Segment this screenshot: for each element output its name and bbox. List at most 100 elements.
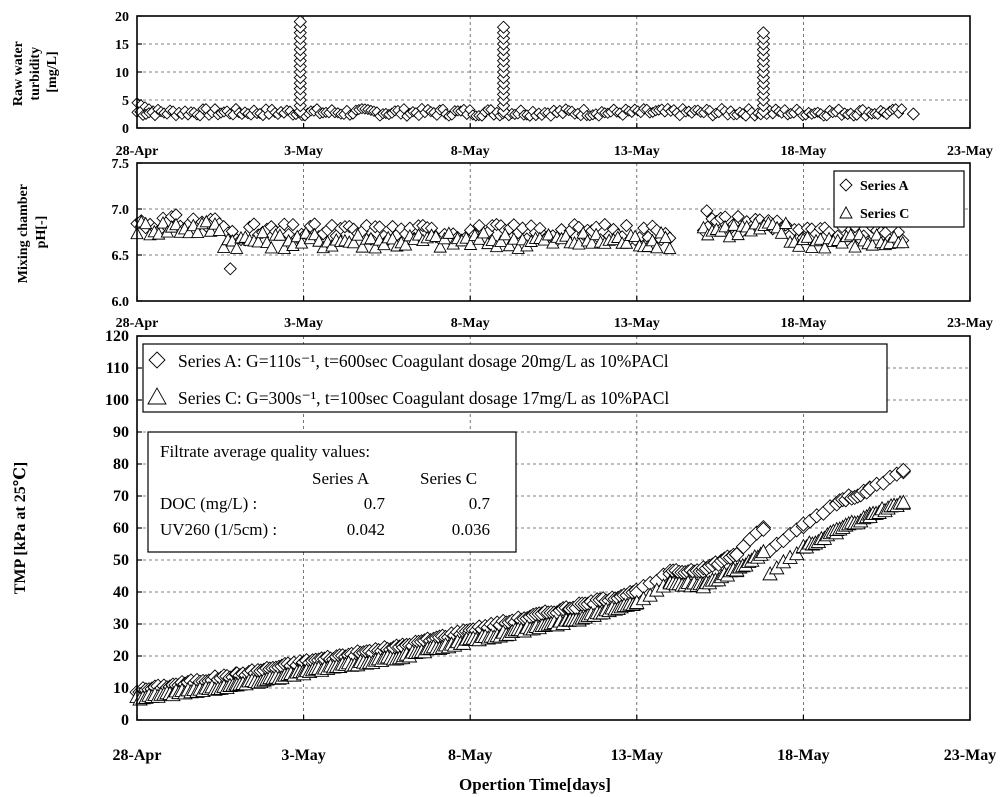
tmp-legend: Series A: G=110s⁻¹, t=600sec Coagulant d… <box>142 343 888 413</box>
y-tick-label: 40 <box>113 584 129 601</box>
legend-diamond-marker <box>839 178 853 192</box>
quality-row-a: 0.7 <box>364 494 386 513</box>
turbidity-point <box>896 103 908 115</box>
x-tick-label: 18-May <box>780 144 826 159</box>
ph-point-series-c <box>476 225 491 239</box>
x-tick-label: 13-May <box>614 316 660 331</box>
ph-legend-series-a: Series A <box>860 179 909 194</box>
x-tick-label: 8-May <box>448 747 492 764</box>
quality-row-c: 0.036 <box>452 520 490 539</box>
y-tick-label: 15 <box>115 38 129 53</box>
tmp-panel: 28-Apr 3-May 8-May 13-May 18-May 23-May 0 10 20 3… <box>12 328 996 794</box>
ph-marks <box>130 204 910 276</box>
y-tick-label: 90 <box>113 424 129 441</box>
ph-legend: Series A Series C <box>833 170 965 228</box>
ph-point-series-c <box>216 240 231 253</box>
ph-point-series-c <box>199 214 214 228</box>
tmp-marks <box>129 462 912 706</box>
ph-point-series-a <box>286 217 300 232</box>
ph-point-series-c <box>203 224 218 237</box>
ph-point-series-c <box>727 218 741 231</box>
x-tick-label: 18-May <box>780 316 826 331</box>
ph-point-series-c <box>804 240 819 253</box>
ph-point-series-c <box>169 217 183 231</box>
ph-point-series-c <box>817 240 832 254</box>
ph-point-series-c <box>251 234 266 248</box>
x-tick-label: 28-Apr <box>116 316 159 331</box>
ph-point-series-c <box>848 240 862 253</box>
quality-col-c: Series C <box>420 469 477 488</box>
y-tick-label: 7.5 <box>112 157 130 172</box>
ph-point-series-c <box>351 228 365 241</box>
ph-point-series-c <box>869 228 884 241</box>
y-tick-label: 0 <box>122 122 129 137</box>
ph-point-series-c <box>507 232 521 245</box>
ph-point-series-a <box>598 217 612 232</box>
ph-point-series-c <box>229 241 244 254</box>
turbidity-point <box>906 107 920 121</box>
ph-point-series-c <box>442 226 456 239</box>
x-tick-label: 18-May <box>777 747 829 764</box>
tmp-point-series-c <box>895 494 912 509</box>
y-tick-label: 7.0 <box>112 203 130 218</box>
ph-point-series-a <box>731 209 745 224</box>
ph-point-series-a <box>247 217 261 231</box>
ph-point-series-c <box>835 236 849 249</box>
y-tick-label: 50 <box>113 552 129 569</box>
ph-point-series-c <box>182 225 196 239</box>
legend-triangle-marker <box>839 206 853 219</box>
y-tick-label: 0 <box>121 712 129 729</box>
y-tick-label: 5 <box>122 94 129 109</box>
y-tick-label: 20 <box>113 648 129 665</box>
legend-diamond-marker <box>148 351 166 369</box>
turbidity-panel: 28-Apr 3-May 8-May 13-May 18-May 23-May 0 5 10 15… <box>11 10 993 159</box>
tmp-point-series-a <box>729 546 745 563</box>
y-tick-label: 30 <box>113 616 129 633</box>
y-tick-label: 80 <box>113 456 129 473</box>
quality-row-a: 0.042 <box>347 520 385 539</box>
ph-point-series-c <box>433 240 447 253</box>
y-tick-label: 60 <box>113 520 129 537</box>
ph-point-series-c <box>156 215 170 229</box>
x-tick-label: 28-Apr <box>113 747 162 764</box>
ph-point-series-c <box>541 227 556 241</box>
tmp-xlabel: Opertion Time[days] <box>459 775 611 794</box>
turbidity-spike-point <box>496 20 511 34</box>
ph-ylabel: Mixing chamber pH[-] <box>16 181 49 283</box>
turbidity-marks <box>131 14 920 122</box>
legend-triangle-marker <box>147 387 167 405</box>
x-tick-label: 23-May <box>944 747 996 764</box>
x-tick-label: 23-May <box>947 316 993 331</box>
y-tick-label: 110 <box>106 360 129 377</box>
ph-point-series-c <box>138 216 153 230</box>
quality-title: Filtrate average quality values: <box>160 442 370 461</box>
ph-point-series-c <box>264 240 279 254</box>
ph-point-series-c <box>696 220 711 234</box>
ph-point-series-c <box>355 240 369 253</box>
tmp-legend-series-c: Series C: G=300s⁻¹, t=100sec Coagulant d… <box>178 388 669 408</box>
tmp-point-series-c <box>755 543 772 559</box>
y-tick-label: 6.5 <box>112 249 130 264</box>
ph-point-series-c <box>774 226 789 239</box>
ph-point-series-c <box>619 236 634 249</box>
y-tick-label: 100 <box>105 392 129 409</box>
ph-point-series-c <box>663 241 677 255</box>
ph-point-series-c <box>255 225 270 239</box>
quality-box: Filtrate average quality values: Series … <box>147 431 517 553</box>
ph-point-series-c <box>813 232 828 245</box>
quality-row-label: DOC (mg/L) : <box>160 494 257 513</box>
turbidity-spike-point <box>293 14 307 29</box>
ph-point-series-c <box>364 231 378 245</box>
ph-point-series-c <box>346 235 361 249</box>
ph-point-series-c <box>650 240 664 254</box>
x-tick-label: 13-May <box>614 144 660 159</box>
x-tick-label: 8-May <box>451 144 490 159</box>
ph-point-series-c <box>190 225 205 239</box>
x-tick-label: 3-May <box>281 747 325 764</box>
ph-point-series-a <box>372 220 387 234</box>
ph-point-series-c <box>791 239 806 252</box>
quality-row-label: UV260 (1/5cm) : <box>160 520 277 539</box>
x-tick-label: 13-May <box>611 747 663 764</box>
tmp-legend-series-a: Series A: G=110s⁻¹, t=600sec Coagulant d… <box>178 351 669 371</box>
